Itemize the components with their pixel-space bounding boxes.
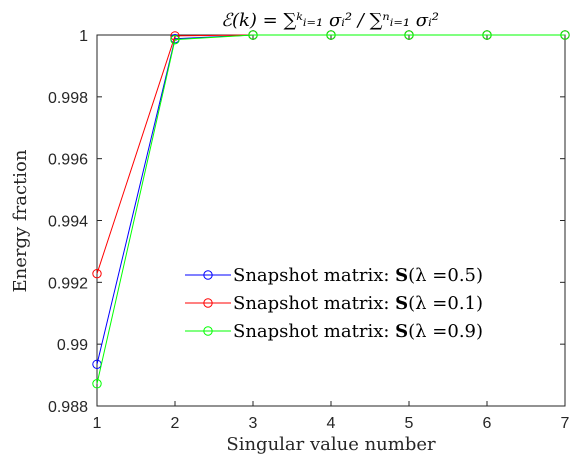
y-tick-label: 0.998: [48, 90, 88, 107]
legend-entry-1: Snapshot matrix: S(λ =0.5): [185, 265, 483, 286]
chart-title: ℰ(k) = ∑ᵏᵢ₌₁ σᵢ² / ∑ⁿᵢ₌₁ σᵢ²: [221, 10, 439, 31]
series-3: [92, 30, 570, 389]
x-tick-label: 1: [93, 415, 102, 432]
y-tick-label: 1: [79, 28, 88, 45]
x-tick-label: 6: [483, 415, 492, 432]
legend: Snapshot matrix: S(λ =0.5) Snapshot matri…: [185, 265, 483, 342]
data-point: [482, 30, 492, 40]
legend-entry-3: Snapshot matrix: S(λ =0.9): [185, 321, 483, 342]
plot-area: 1 2 3 4 5 6 7 0.988 0.99 0.992 0.994 0.996 0.998 1: [48, 28, 570, 432]
data-point: [560, 30, 570, 40]
x-tick-label: 5: [405, 415, 414, 432]
y-axis-label: Energy fraction: [10, 149, 31, 292]
data-point: [92, 379, 102, 389]
legend-marker: [203, 326, 213, 336]
legend-label: Snapshot matrix: S(λ =0.1): [233, 293, 483, 314]
y-tick-label: 0.99: [57, 337, 88, 354]
y-tick-label: 0.996: [48, 152, 88, 169]
legend-entry-2: Snapshot matrix: S(λ =0.1): [185, 293, 483, 314]
data-point: [92, 268, 102, 279]
x-tick-label: 4: [327, 415, 336, 432]
data-point: [170, 34, 180, 45]
x-tick-label: 3: [249, 415, 258, 432]
legend-label: Snapshot matrix: S(λ =0.9): [233, 321, 483, 342]
legend-label: Snapshot matrix: S(λ =0.5): [233, 265, 483, 286]
plot-frame: [96, 34, 566, 407]
legend-marker: [203, 270, 213, 280]
data-point: [404, 30, 414, 40]
series-line: [96, 34, 565, 384]
y-tick-label: 0.994: [48, 214, 88, 231]
x-tick-label: 7: [561, 415, 570, 432]
x-axis-label: Singular value number: [226, 434, 436, 455]
y-tick-label: 0.988: [48, 399, 88, 416]
data-point: [248, 30, 258, 40]
legend-marker: [203, 298, 213, 308]
x-tick-label: 2: [171, 415, 180, 432]
y-tick-label: 0.992: [48, 275, 88, 292]
data-point: [326, 30, 336, 40]
